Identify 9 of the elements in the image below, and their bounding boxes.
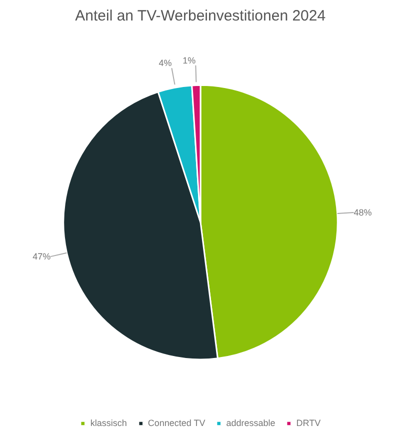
chart-title: Anteil an TV-Werbeinvestitionen 2024 xyxy=(75,8,326,24)
legend-label: DRTV xyxy=(296,418,321,428)
legend-label: addressable xyxy=(226,418,276,428)
legend-label: klassisch xyxy=(90,418,127,428)
data-label: 1% xyxy=(182,55,196,66)
data-label: 47% xyxy=(32,252,51,262)
data-label: 4% xyxy=(158,58,172,68)
legend-label: Connected TV xyxy=(148,418,206,428)
data-label: 48% xyxy=(354,207,372,218)
